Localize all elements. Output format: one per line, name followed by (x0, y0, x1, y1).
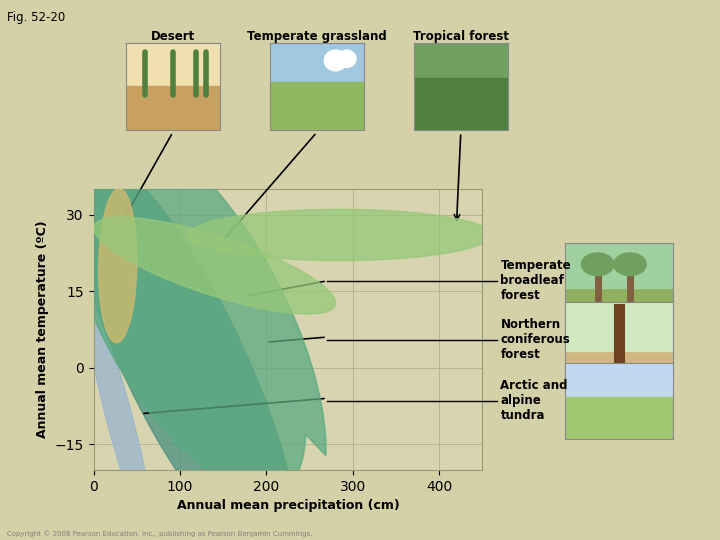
Polygon shape (94, 217, 336, 314)
X-axis label: Annual mean precipitation (cm): Annual mean precipitation (cm) (176, 499, 400, 512)
Polygon shape (99, 188, 137, 342)
Polygon shape (63, 114, 326, 495)
Polygon shape (189, 210, 491, 260)
Circle shape (613, 253, 647, 275)
Bar (126, 43, 220, 86)
Bar (565, 288, 673, 319)
Y-axis label: Annual mean temperature (ºC): Annual mean temperature (ºC) (36, 220, 49, 438)
Text: Temperate
broadleaf
forest: Temperate broadleaf forest (500, 259, 571, 302)
Bar (270, 82, 364, 130)
Text: Copyright © 2008 Pearson Education, Inc., publishing as Pearson Benjamin Cumming: Copyright © 2008 Pearson Education, Inc.… (7, 531, 312, 537)
Circle shape (582, 253, 614, 275)
Bar (270, 43, 364, 86)
Bar (565, 351, 673, 377)
Bar (126, 86, 220, 130)
Title: Desert: Desert (150, 30, 195, 43)
Title: Temperate grassland: Temperate grassland (247, 30, 387, 43)
Bar (414, 78, 508, 130)
Bar (565, 397, 673, 438)
Circle shape (324, 50, 347, 71)
Text: Fig. 52-20: Fig. 52-20 (7, 11, 66, 24)
Text: Northern
coniferous
forest: Northern coniferous forest (500, 318, 570, 361)
Polygon shape (86, 299, 153, 539)
Polygon shape (72, 152, 298, 540)
Bar (565, 363, 673, 401)
Bar (565, 302, 673, 351)
Bar (414, 43, 508, 86)
Text: Arctic and
alpine
tundra: Arctic and alpine tundra (500, 380, 568, 422)
Title: Tropical forest: Tropical forest (413, 30, 509, 43)
Circle shape (338, 50, 356, 68)
Bar (565, 243, 673, 288)
